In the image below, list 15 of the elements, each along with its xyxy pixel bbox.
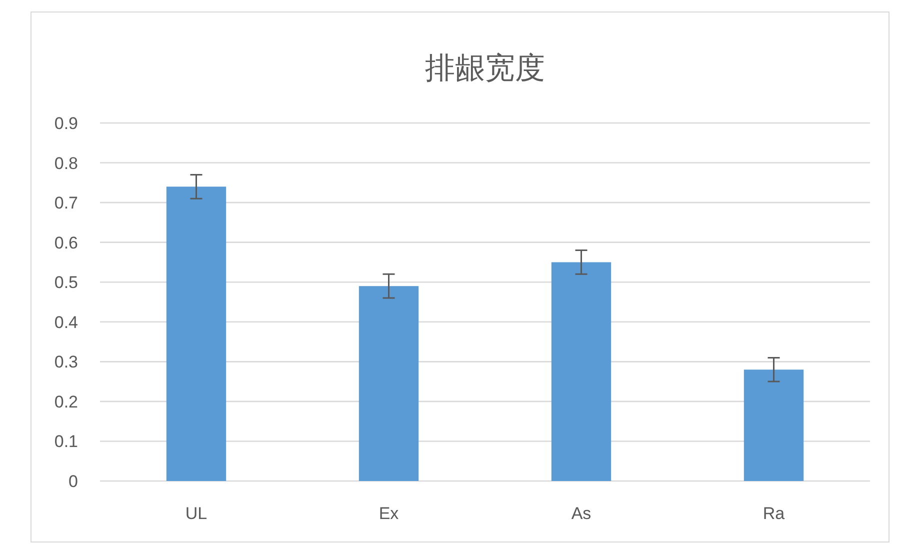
y-tick-label: 0.1 [54, 432, 78, 452]
y-tick-label: 0.8 [54, 154, 78, 173]
x-tick-label: Ex [378, 504, 400, 523]
y-tick-label: 0.9 [54, 114, 78, 133]
x-tick-label: As [571, 504, 592, 523]
title: 排龈宽度 [425, 52, 545, 85]
x-tick-label: Ra [762, 504, 786, 523]
y-tick-label: 0.7 [54, 194, 78, 213]
y-tick-label: 0 [68, 472, 78, 491]
y-tick-label: 0.4 [54, 312, 78, 332]
y-tick-label: 0.6 [54, 233, 78, 252]
x-tick-label: UL [185, 504, 208, 523]
y-tick-label: 0.2 [54, 392, 78, 412]
y-tick-label: 0.3 [54, 352, 78, 372]
y-tick-label: 0.5 [54, 273, 78, 292]
